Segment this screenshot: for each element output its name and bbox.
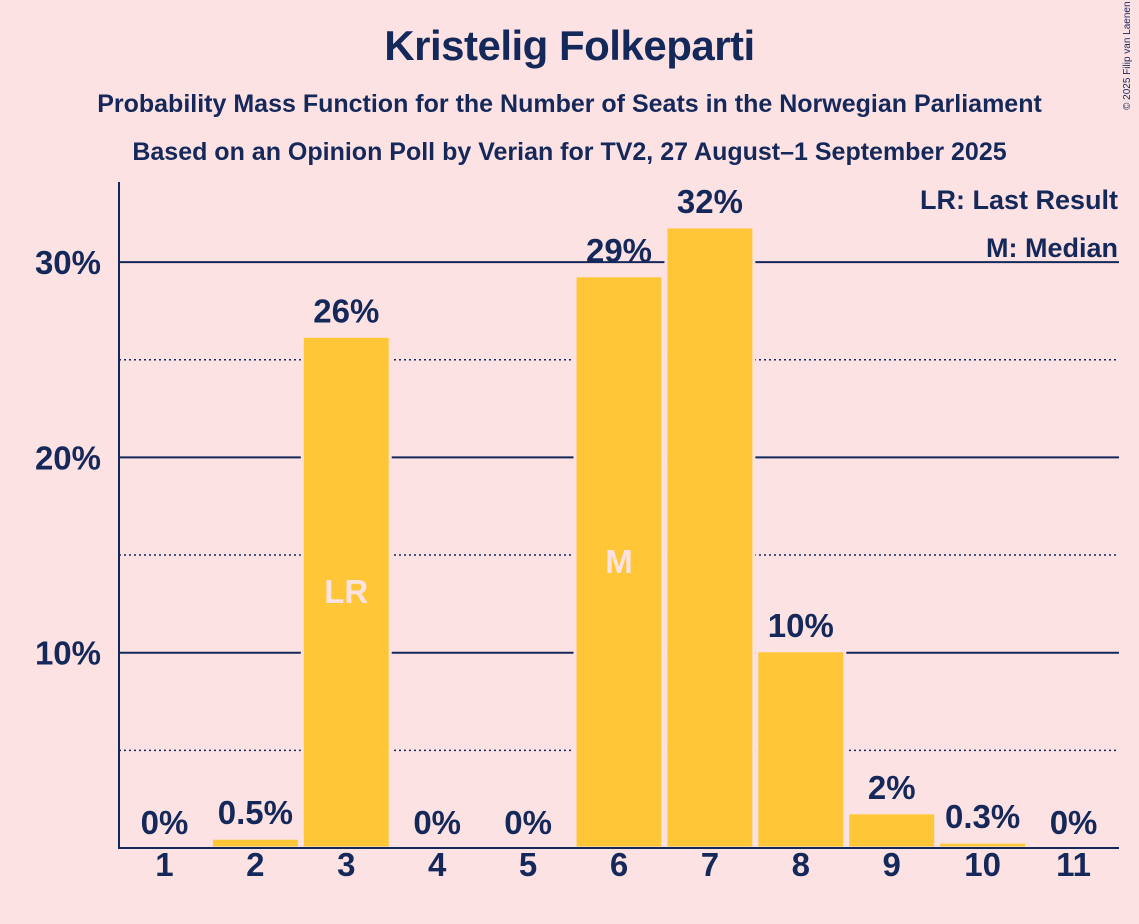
x-tick-label: 7 — [701, 846, 719, 883]
bar-seats-3 — [300, 334, 392, 850]
bar-marker-m: M — [605, 543, 633, 580]
x-tick-label: 9 — [883, 846, 901, 883]
bar-value-label: 0.5% — [218, 794, 293, 831]
x-tick-label: 1 — [155, 846, 173, 883]
x-tick-label: 8 — [792, 846, 810, 883]
bar-value-label: 0% — [413, 804, 461, 841]
x-tick-label: 5 — [519, 846, 537, 883]
bar-marker-lr: LR — [324, 573, 368, 610]
bar-seats-9 — [846, 811, 938, 850]
y-tick-label: 20% — [35, 439, 101, 476]
bar-value-label: 0.3% — [945, 798, 1020, 835]
bar-seats-6 — [573, 274, 665, 850]
bar-value-label: 0% — [141, 804, 189, 841]
x-tick-label: 2 — [246, 846, 264, 883]
y-tick-label: 30% — [35, 244, 101, 281]
x-tick-label: 3 — [337, 846, 355, 883]
legend-entry: LR: Last Result — [920, 185, 1118, 215]
x-tick-label: 6 — [610, 846, 628, 883]
x-tick-label: 10 — [964, 846, 1001, 883]
bar-value-label: 29% — [586, 232, 652, 269]
bar-value-label: 0% — [504, 804, 552, 841]
bar-value-label: 26% — [313, 292, 379, 329]
bar-seats-7 — [664, 225, 756, 850]
x-tick-label: 11 — [1056, 846, 1091, 883]
x-tick-label: 4 — [428, 846, 447, 883]
bar-value-label: 2% — [868, 769, 916, 806]
chart-title: Kristelig Folkeparti — [384, 22, 755, 69]
axes — [118, 182, 1119, 849]
bar-value-label: 0% — [1050, 804, 1098, 841]
chart-source-subtitle: Based on an Opinion Poll by Verian for T… — [132, 138, 1007, 166]
bar-value-label: 32% — [677, 183, 743, 220]
legend-entry: M: Median — [986, 233, 1118, 263]
legend: LR: Last Result M: Median — [920, 185, 1118, 263]
y-tick-label: 10% — [35, 635, 101, 672]
labels: 10%20%30%0%10.5%226%LR30%40%529%M632%710… — [35, 183, 1097, 883]
chart-subtitle: Probability Mass Function for the Number… — [97, 90, 1042, 118]
bar-seats-8 — [755, 649, 847, 850]
bar-value-label: 10% — [768, 607, 834, 644]
bars — [209, 225, 1029, 850]
